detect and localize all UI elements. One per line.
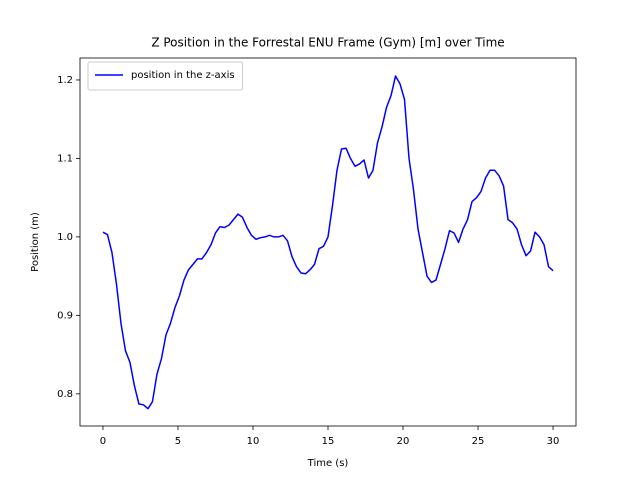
- x-tick-label: 10: [247, 436, 260, 447]
- x-tick-label: 0: [100, 436, 106, 447]
- x-axis-label: Time (s): [307, 458, 349, 469]
- x-tick-label: 30: [547, 436, 560, 447]
- x-tick-label: 20: [397, 436, 410, 447]
- x-tick-label: 15: [322, 436, 335, 447]
- y-axis-label: Position (m): [30, 212, 41, 272]
- legend-box: [87, 61, 244, 91]
- data-line: [102, 75, 554, 410]
- x-tick-label: 5: [175, 436, 181, 447]
- y-tick-label: 1.2: [57, 75, 73, 86]
- legend-label: position in the z-axis: [131, 70, 235, 81]
- plot-frame: [79, 57, 577, 427]
- y-tick-label: 1.1: [57, 153, 73, 164]
- y-tick-label: 1.0: [57, 232, 73, 243]
- chart-title: Z Position in the Forrestal ENU Frame (G…: [151, 36, 504, 50]
- y-tick-label: 0.9: [57, 310, 73, 321]
- x-tick-label: 25: [472, 436, 485, 447]
- y-tick-label: 0.8: [57, 389, 73, 400]
